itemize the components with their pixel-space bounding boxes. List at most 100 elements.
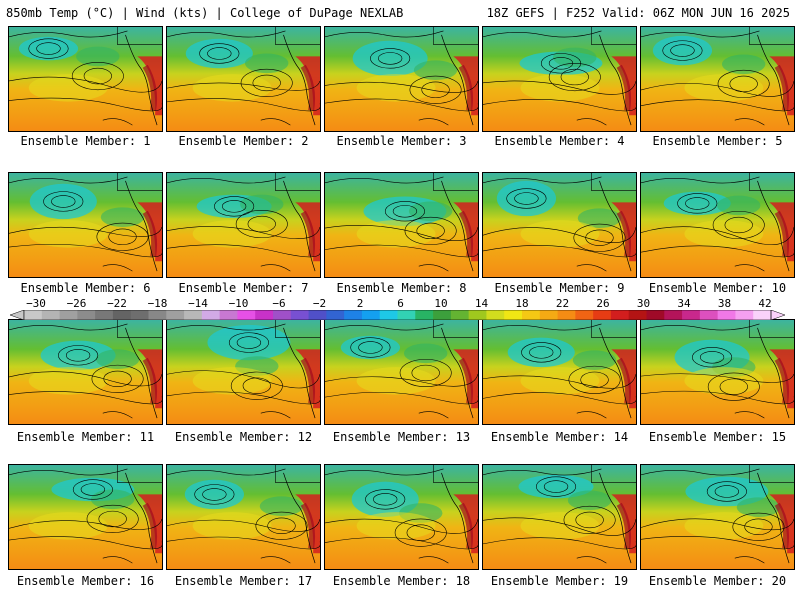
ensemble-member-label: Ensemble Member: 15	[648, 430, 787, 444]
ensemble-member-label: Ensemble Member: 6	[20, 281, 151, 295]
temperature-map	[483, 320, 636, 424]
ensemble-map-panel	[482, 319, 637, 425]
colorbar-swatch	[397, 310, 416, 320]
colorbar-tick-label: −22	[107, 297, 127, 310]
ensemble-member-label: Ensemble Member: 3	[336, 134, 467, 148]
colorbar-swatch	[557, 310, 576, 320]
colorbar-tick-label: −18	[147, 297, 168, 310]
colorbar-swatch	[344, 310, 363, 320]
temperature-map	[641, 465, 794, 569]
colorbar-tick-label: 18	[515, 297, 529, 310]
ensemble-member-label: Ensemble Member: 7	[178, 281, 309, 295]
ensemble-map-panel	[482, 464, 637, 570]
colorbar-swatch	[379, 310, 398, 320]
colorbar-swatch	[628, 310, 647, 320]
ensemble-member-label: Ensemble Member: 11	[16, 430, 155, 444]
ensemble-map-panel	[324, 319, 479, 425]
colorbar-tick-label: 26	[596, 297, 610, 310]
colorbar-swatch	[415, 310, 434, 320]
ensemble-map-panel	[640, 464, 795, 570]
colorbar-swatch	[77, 310, 96, 320]
temperature-map	[167, 173, 320, 277]
colorbar-swatch	[326, 310, 345, 320]
colorbar-swatch	[290, 310, 309, 320]
colorbar-swatch	[699, 310, 719, 320]
ensemble-member-label: Ensemble Member: 8	[336, 281, 467, 295]
ensemble-map-panel	[8, 172, 163, 278]
colorbar-swatch	[255, 310, 274, 320]
ensemble-map-panel	[8, 464, 163, 570]
colorbar-swatch	[664, 310, 683, 320]
ensemble-map-panel	[166, 26, 321, 132]
temperature-map	[325, 27, 478, 131]
ensemble-map-panel	[324, 172, 479, 278]
colorbar-swatch	[201, 310, 221, 320]
colorbar-swatch	[610, 310, 630, 320]
temperature-map	[325, 465, 478, 569]
ensemble-map-panel	[482, 26, 637, 132]
colorbar-tick-label: −10	[228, 297, 249, 310]
colorbar-swatch	[59, 310, 78, 320]
colorbar-swatch	[184, 310, 203, 320]
colorbar-swatch	[450, 310, 470, 320]
temperature-map	[9, 27, 162, 131]
colorbar-tick-label: 10	[434, 297, 448, 310]
colorbar-swatch	[717, 310, 736, 320]
temperature-map	[167, 27, 320, 131]
ensemble-member-label: Ensemble Member: 19	[490, 574, 629, 588]
ensemble-member-label: Ensemble Member: 4	[494, 134, 625, 148]
temperature-map	[325, 173, 478, 277]
colorbar-swatch	[468, 310, 487, 320]
colorbar-tick-label: −2	[312, 297, 327, 310]
colorbar-swatch	[112, 310, 132, 320]
colorbar-swatch	[433, 310, 452, 320]
ensemble-member-label: Ensemble Member: 2	[178, 134, 309, 148]
temperature-map	[483, 27, 636, 131]
ensemble-map-panel	[640, 319, 795, 425]
colorbar-swatch	[237, 310, 256, 320]
colorbar-tick-label: 6	[397, 297, 404, 310]
colorbar-swatch	[522, 310, 541, 320]
colorbar-swatch	[646, 310, 665, 320]
ensemble-member-label: Ensemble Member: 14	[490, 430, 629, 444]
ensemble-map-panel	[166, 319, 321, 425]
colorbar-swatch	[95, 310, 114, 320]
temperature-colorbar	[10, 310, 785, 320]
colorbar-tick-label: 38	[717, 297, 732, 310]
ensemble-map-panel	[640, 172, 795, 278]
colorbar-swatch	[486, 310, 505, 320]
colorbar-swatch	[753, 310, 772, 320]
colorbar-tick-label: −6	[272, 297, 286, 310]
colorbar-swatch	[575, 310, 594, 320]
colorbar-swatch	[166, 310, 185, 320]
colorbar-swatch	[682, 310, 701, 320]
colorbar-tick-label: 2	[356, 297, 364, 310]
colorbar-tick-label: −26	[66, 297, 87, 310]
colorbar-swatch	[273, 310, 292, 320]
colorbar-swatch	[219, 310, 238, 320]
run-valid-time: 18Z GEFS | F252 Valid: 06Z MON JUN 16 20…	[486, 6, 790, 20]
temperature-map	[9, 173, 162, 277]
colorbar-tick-label: 30	[636, 297, 651, 310]
temperature-map	[167, 465, 320, 569]
colorbar-tick-label: −30	[26, 297, 46, 310]
colorbar-left-arrow	[10, 310, 25, 320]
colorbar-swatch	[24, 310, 43, 320]
colorbar-swatch	[539, 310, 558, 320]
ensemble-map-panel	[640, 26, 795, 132]
ensemble-member-label: Ensemble Member: 20	[648, 574, 787, 588]
colorbar-swatch	[130, 310, 149, 320]
colorbar-swatch	[308, 310, 327, 320]
map-title: 850mb Temp (°C) | Wind (kts) | College o…	[6, 6, 404, 20]
ensemble-member-label: Ensemble Member: 10	[648, 281, 787, 295]
colorbar-tick-label: −14	[188, 297, 208, 310]
colorbar-swatch	[41, 310, 60, 320]
colorbar-swatch	[593, 310, 612, 320]
ensemble-member-label: Ensemble Member: 9	[494, 281, 625, 295]
temperature-map	[641, 320, 794, 424]
ensemble-map-panel	[324, 26, 479, 132]
colorbar-tick-labels: −30 −26 −22 −18 −14 −10 −6 −2 2 6 10 14 18 22 26 30 34 38…	[0, 297, 800, 310]
temperature-map	[483, 173, 636, 277]
ensemble-member-label: Ensemble Member: 16	[16, 574, 155, 588]
temperature-map	[9, 465, 162, 569]
